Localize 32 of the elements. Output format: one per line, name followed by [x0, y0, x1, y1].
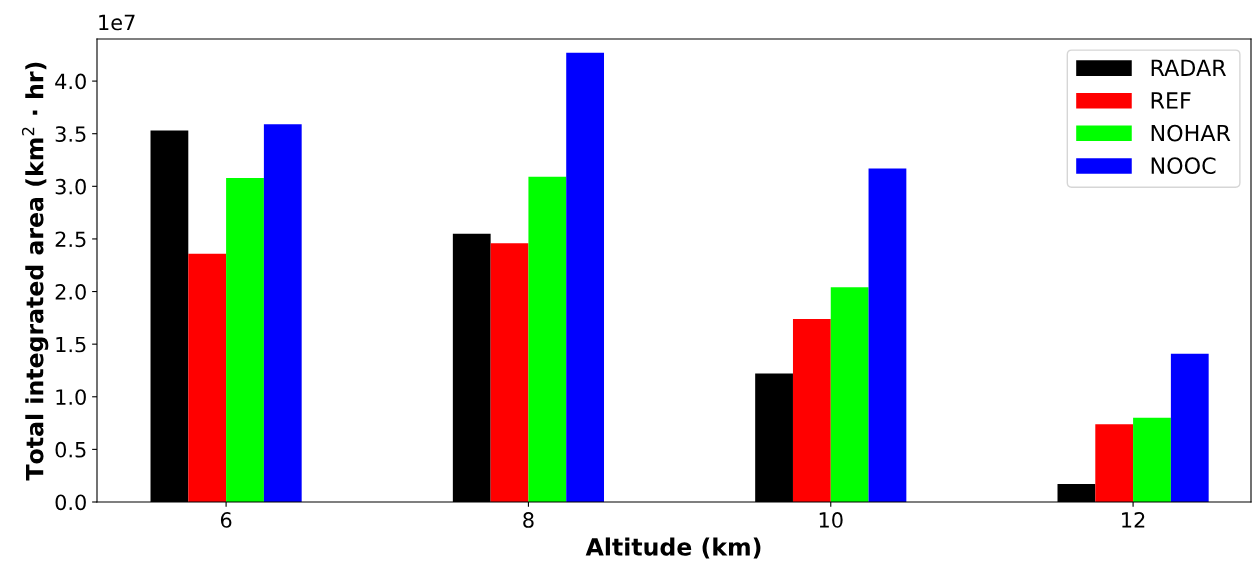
bar [1133, 417, 1171, 502]
bar [188, 253, 227, 502]
legend-label: NOHAR [1151, 124, 1231, 142]
y-tick-label: 3.0 [55, 178, 86, 195]
x-axis-title: Altitude (km) [585, 537, 761, 559]
bar [1170, 353, 1209, 502]
y-tick-label: 2.0 [55, 284, 86, 300]
bar [263, 124, 302, 502]
bar [868, 168, 907, 502]
bar [792, 318, 831, 502]
y-tick-label: 0.0 [55, 494, 86, 511]
y-tick-label: 0.5 [55, 441, 86, 458]
bar [1095, 424, 1134, 502]
y-tick-label: 2.5 [55, 231, 86, 248]
x-tick-label: 10 [819, 512, 843, 528]
bar [490, 243, 529, 502]
y-tick-label: 4.0 [55, 73, 86, 90]
x-tick-label: 6 [220, 512, 232, 528]
legend-label: NOOC [1151, 157, 1216, 175]
x-tick-label: 8 [523, 512, 534, 528]
text: 1e7 [99, 14, 135, 31]
y-tick-label: 3.5 [55, 126, 86, 142]
bar [566, 52, 605, 502]
y-axis-title: Total integrated area (km$^{2}$ · hr) [21, 62, 49, 481]
legend-label: REF [1151, 92, 1191, 109]
bar [528, 176, 567, 502]
y-tick-label: 1.0 [56, 389, 86, 405]
x-tick-label: 12 [1122, 512, 1145, 528]
legend-label: RADAR [1151, 59, 1227, 76]
y-tick-label: 1.5 [56, 336, 86, 353]
bar [226, 177, 264, 502]
bar [830, 287, 869, 502]
